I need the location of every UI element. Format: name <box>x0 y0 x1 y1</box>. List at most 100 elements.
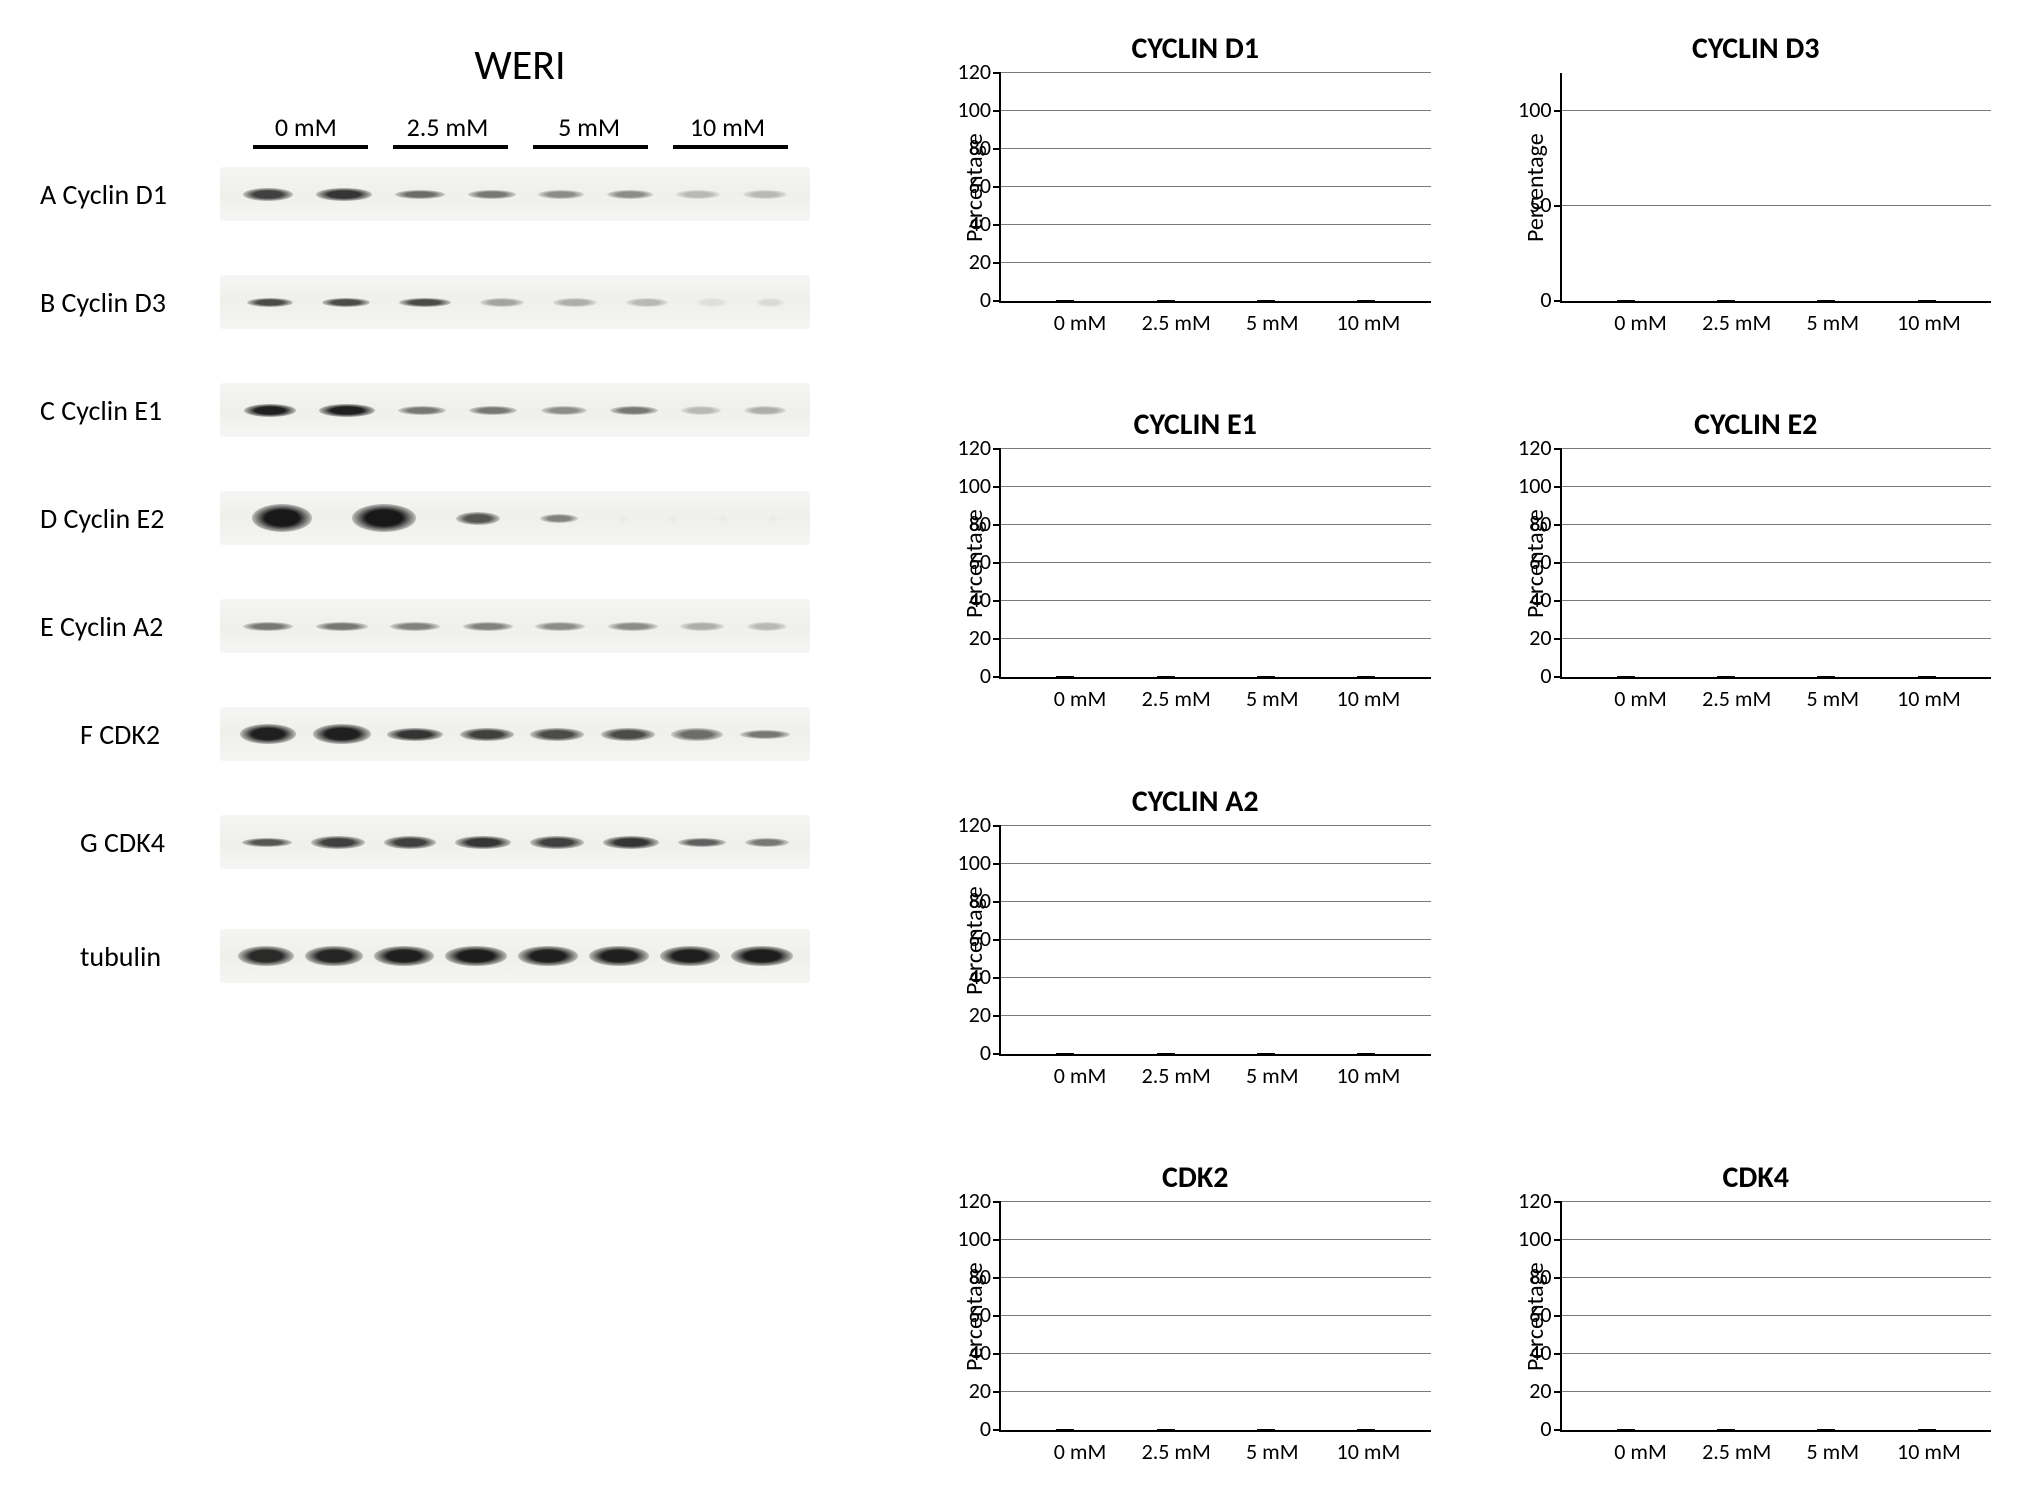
chart-body: Percentage020406080100120 <box>960 1202 1431 1432</box>
plot-frame: 020406080100120 <box>999 826 1431 1056</box>
y-tick-mark <box>993 1277 1001 1279</box>
blot-row-C: C Cyclin E1 <box>20 383 900 437</box>
blot-band <box>671 728 723 741</box>
y-tick-mark <box>1554 300 1562 302</box>
x-tick-label: 0 mM <box>1605 685 1677 712</box>
chart-cell: CDK2Percentage0204060801001200 mM2.5 mM5… <box>960 1159 1431 1465</box>
y-tick-label: 0 <box>980 286 991 313</box>
blot-label: F CDK2 <box>20 717 220 752</box>
y-tick-mark <box>993 1315 1001 1317</box>
y-tick-mark <box>1554 1429 1562 1431</box>
blot-strip <box>220 167 810 221</box>
y-tick-mark <box>993 901 1001 903</box>
dose-label: 10 mM <box>690 111 765 143</box>
y-tick-label: 20 <box>969 1001 991 1028</box>
y-tick-label: 20 <box>969 248 991 275</box>
error-cap <box>1918 300 1936 302</box>
blot-band <box>313 724 371 744</box>
blot-strip <box>220 599 810 653</box>
x-tick-label: 5 mM <box>1236 685 1308 712</box>
y-tick-mark <box>993 1391 1001 1393</box>
chart-body: Percentage020406080100120 <box>960 73 1431 303</box>
y-tick-label: 100 <box>958 472 991 499</box>
x-tick-label: 2.5 mM <box>1140 1438 1212 1465</box>
x-tick-label: 0 mM <box>1605 309 1677 336</box>
y-tick-label: 40 <box>969 963 991 990</box>
dose-underbars <box>240 145 800 149</box>
blot-band <box>243 188 293 201</box>
blot-band <box>319 404 375 417</box>
blot-label: A Cyclin D1 <box>20 177 220 212</box>
y-tick-label: 0 <box>1540 286 1551 313</box>
y-tick-label: 40 <box>969 586 991 613</box>
y-tick-mark <box>993 148 1001 150</box>
blot-band <box>518 946 578 966</box>
blot-band <box>743 190 787 199</box>
chart-body: Percentage020406080100120 <box>1521 449 1992 679</box>
blot-band <box>660 946 720 966</box>
y-tick-label: 120 <box>958 811 991 838</box>
blot-label: D Cyclin E2 <box>20 501 220 536</box>
chart-cell: CYCLIN E1Percentage0204060801001200 mM2.… <box>960 406 1431 712</box>
blot-band <box>668 514 678 523</box>
error-cap <box>1357 1429 1375 1431</box>
y-tick-label: 20 <box>1529 1377 1551 1404</box>
blot-band <box>680 622 724 631</box>
chart-body: Percentage020406080100120 <box>1521 1202 1992 1432</box>
blot-band <box>311 836 365 849</box>
blot-band <box>305 946 363 966</box>
chart-title: CYCLIN D3 <box>1521 30 1992 67</box>
blot-band <box>745 838 789 847</box>
y-tick-label: 60 <box>969 172 991 199</box>
blot-band <box>756 298 784 307</box>
y-tick-mark <box>993 224 1001 226</box>
y-tick-mark <box>1554 486 1562 488</box>
x-tick-label: 10 mM <box>1332 685 1404 712</box>
error-cap <box>1157 300 1175 302</box>
y-tick-label: 100 <box>1518 96 1551 123</box>
blot-band <box>390 622 440 631</box>
y-tick-mark <box>993 524 1001 526</box>
y-tick-mark <box>1554 1239 1562 1241</box>
dose-underbar <box>673 145 788 149</box>
y-tick-label: 40 <box>969 210 991 237</box>
chart-title: CYCLIN E1 <box>960 406 1431 443</box>
plot-frame: 020406080100120 <box>1560 1202 1992 1432</box>
x-tick-label: 5 mM <box>1797 1438 1869 1465</box>
chart-cell: CYCLIN D3Percentage0501000 mM2.5 mM5 mM1… <box>1521 30 1992 336</box>
bars-container <box>1562 73 1992 301</box>
y-tick-label: 80 <box>969 1263 991 1290</box>
y-tick-label: 0 <box>1540 1415 1551 1442</box>
blot-strip <box>220 491 810 545</box>
dose-underbar <box>393 145 508 149</box>
x-labels: 0 mM2.5 mM5 mM10 mM <box>1579 685 1992 712</box>
y-tick-label: 50 <box>1529 191 1551 218</box>
error-cap <box>1257 1429 1275 1431</box>
y-tick-label: 0 <box>1540 662 1551 689</box>
error-cap <box>1918 676 1936 678</box>
y-tick-mark <box>1554 1315 1562 1317</box>
plot-area: 050100 <box>1560 73 1992 303</box>
blot-band <box>607 190 653 199</box>
dose-underbar <box>533 145 648 149</box>
blot-label: B Cyclin D3 <box>20 285 220 320</box>
blot-band <box>316 622 368 631</box>
y-tick-mark <box>993 448 1001 450</box>
plot-area: 020406080100120 <box>999 1202 1431 1432</box>
y-tick-label: 80 <box>969 887 991 914</box>
x-labels: 0 mM2.5 mM5 mM10 mM <box>1579 1438 1992 1465</box>
y-tick-label: 40 <box>969 1339 991 1366</box>
y-tick-mark <box>993 1429 1001 1431</box>
x-tick-label: 10 mM <box>1332 1062 1404 1089</box>
blot-strip <box>220 929 810 983</box>
chart-title: CDK4 <box>1521 1159 1992 1196</box>
error-cap <box>1056 676 1074 678</box>
y-tick-mark <box>1554 676 1562 678</box>
y-tick-label: 100 <box>958 1225 991 1252</box>
x-tick-label: 10 mM <box>1893 685 1965 712</box>
blot-band <box>530 836 584 849</box>
x-labels: 0 mM2.5 mM5 mM10 mM <box>1018 1438 1431 1465</box>
error-cap <box>1056 1429 1074 1431</box>
y-tick-label: 100 <box>1518 472 1551 499</box>
blot-band <box>398 406 446 415</box>
